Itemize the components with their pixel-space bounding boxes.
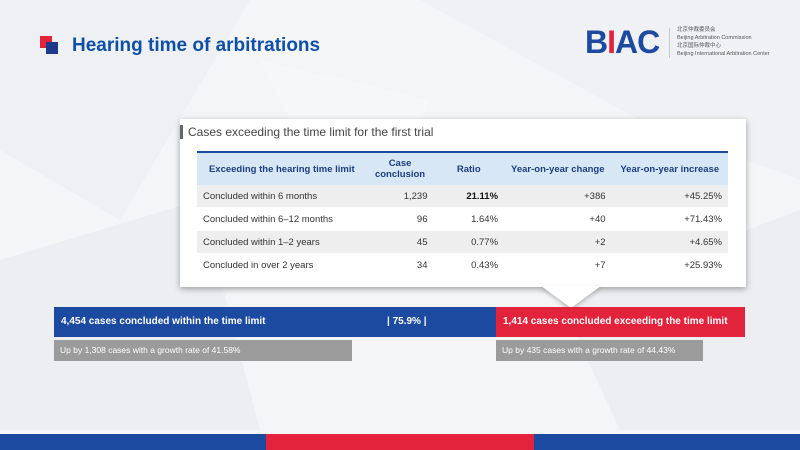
- exceeding-limit-label: 1,414 cases concluded exceeding the time…: [503, 316, 728, 327]
- column-header: Exceeding the hearing time limit: [197, 151, 367, 185]
- table-cell: 0.77%: [433, 230, 505, 254]
- table-cell: 0.43%: [433, 253, 505, 277]
- exceeding-limit-bar: 1,414 cases concluded exceeding the time…: [496, 307, 745, 337]
- within-limit-bar: 4,454 cases concluded within the time li…: [54, 307, 496, 337]
- table-row: Concluded within 6–12 months 96 1.64% +4…: [197, 207, 728, 231]
- table-cell: Concluded within 1–2 years: [197, 230, 367, 254]
- exceeding-limit-growth: Up by 435 cases with a growth rate of 44…: [496, 340, 703, 361]
- within-limit-growth: Up by 1,308 cases with a growth rate of …: [54, 340, 352, 361]
- table-cell: +7: [504, 253, 612, 277]
- table-cell: Concluded in over 2 years: [197, 253, 367, 277]
- table-cell: 96: [366, 207, 434, 231]
- column-header: Year-on-year change: [504, 151, 612, 185]
- exceeding-cases-table: Exceeding the hearing time limit Case co…: [197, 151, 728, 277]
- column-header: Case conclusion: [366, 151, 434, 185]
- logo-divider: [669, 28, 670, 58]
- within-limit-label: 4,454 cases concluded within the time li…: [61, 316, 266, 327]
- title-squares-icon: [40, 34, 64, 58]
- card-pointer: [541, 286, 601, 308]
- logo-text: 北京仲裁委员会 Beijing Arbitration Commission 北…: [677, 27, 770, 57]
- table-cell: Concluded within 6–12 months: [197, 207, 367, 231]
- table-cell: +25.93%: [611, 253, 728, 277]
- page-title: Hearing time of arbitrations: [72, 35, 321, 56]
- table-cell: 21.11%: [433, 185, 505, 208]
- table-cell: +386: [504, 185, 612, 208]
- logo-mark: BIAC: [585, 24, 660, 60]
- footer-band-accent: [266, 434, 534, 450]
- table-cell: 45: [366, 230, 434, 254]
- column-header: Year-on-year increase: [611, 151, 728, 185]
- table-row: Concluded within 1–2 years 45 0.77% +2 +…: [197, 230, 728, 254]
- table-cell: 1.64%: [433, 207, 505, 231]
- table-cell: +71.43%: [611, 207, 728, 231]
- table-cell: Concluded within 6 months: [197, 185, 367, 208]
- card-title: Cases exceeding the time limit for the f…: [188, 125, 434, 139]
- within-limit-growth-text: Up by 1,308 cases with a growth rate of …: [60, 345, 241, 355]
- biac-logo: BIAC 北京仲裁委员会 Beijing Arbitration Commiss…: [585, 24, 785, 64]
- exceeding-limit-growth-text: Up by 435 cases with a growth rate of 44…: [502, 345, 676, 355]
- table-cell: +4.65%: [611, 230, 728, 254]
- table-header-row: Exceeding the hearing time limit Case co…: [197, 151, 728, 185]
- card-title-marker: [180, 125, 183, 139]
- table-row: Concluded in over 2 years 34 0.43% +7 +2…: [197, 253, 728, 277]
- table-cell: +2: [504, 230, 612, 254]
- table-cell: +40: [504, 207, 612, 231]
- table-cell: 1,239: [366, 185, 434, 208]
- exceeding-cases-card: Cases exceeding the time limit for the f…: [180, 119, 746, 287]
- table-cell: +45.25%: [611, 185, 728, 208]
- ratio-label: | 75.9% |: [387, 316, 427, 327]
- column-header: Ratio: [433, 151, 505, 185]
- table-row: Concluded within 6 months 1,239 21.11% +…: [197, 185, 728, 208]
- table-cell: 34: [366, 253, 434, 277]
